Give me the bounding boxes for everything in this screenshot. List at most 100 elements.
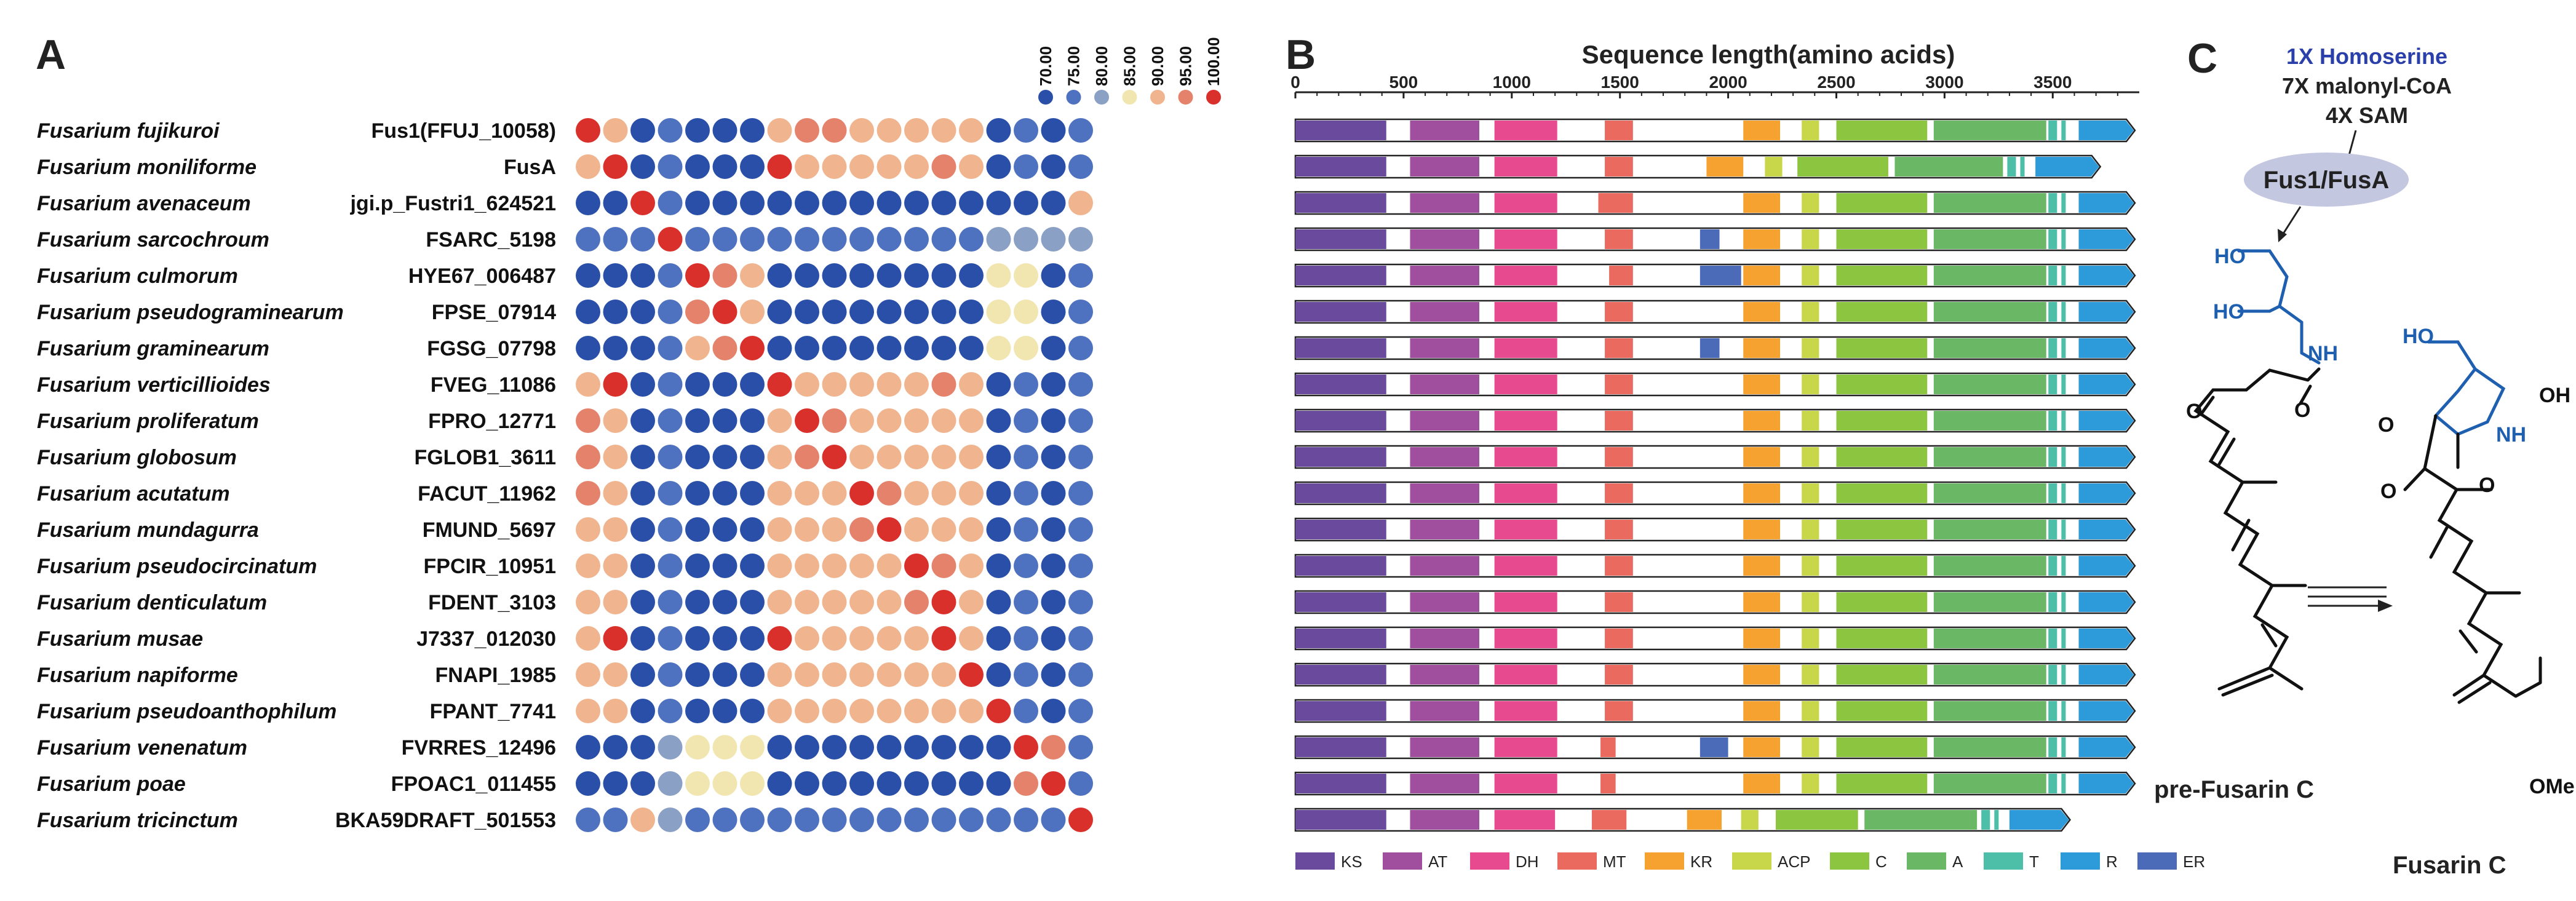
- identity-dot: [576, 372, 600, 397]
- domain-c: [1836, 592, 1928, 612]
- identity-dot: [1014, 808, 1038, 832]
- domain-acp: [1802, 737, 1819, 757]
- identity-dot: [822, 300, 847, 324]
- identity-dot: [1041, 735, 1066, 760]
- fusarin-chain: [2423, 414, 2542, 698]
- identity-dot: [877, 445, 902, 469]
- identity-dot: [931, 372, 956, 397]
- domain-kr: [1743, 375, 1781, 394]
- identity-dot: [740, 227, 765, 252]
- domain-t: [1994, 810, 1999, 830]
- identity-dot: [849, 699, 874, 723]
- identity-dot: [795, 662, 819, 687]
- identity-dot: [712, 626, 737, 651]
- identity-dot: [959, 227, 984, 252]
- identity-dot: [904, 408, 929, 433]
- domain-a: [1933, 629, 2046, 648]
- identity-dot: [849, 445, 874, 469]
- identity-dot: [740, 372, 765, 397]
- identity-dot: [931, 263, 956, 288]
- gene-id: FPANT_7741: [430, 700, 556, 723]
- tick-label: 0: [1290, 73, 1300, 92]
- domain-mt: [1605, 556, 1633, 576]
- domain-kr: [1687, 810, 1722, 830]
- tick-label: 500: [1389, 73, 1418, 92]
- identity-dot: [685, 263, 710, 288]
- domain-c: [1836, 701, 1928, 721]
- identity-dot: [740, 408, 765, 433]
- domain-mt: [1605, 411, 1633, 431]
- identity-dot: [576, 554, 600, 578]
- domain-t: [2061, 629, 2066, 648]
- domain-dh: [1494, 302, 1557, 322]
- identity-dot: [603, 154, 628, 179]
- identity-dot: [685, 372, 710, 397]
- identity-dot: [740, 481, 765, 506]
- identity-dot: [576, 408, 600, 433]
- domain-acp: [1802, 229, 1819, 249]
- domain-at: [1410, 411, 1480, 431]
- identity-dot: [904, 191, 929, 215]
- identity-dot: [795, 517, 819, 542]
- legend-swatch: [2137, 852, 2177, 870]
- domain-t: [2061, 229, 2066, 249]
- identity-dot: [603, 517, 628, 542]
- gene-id: FusA: [504, 156, 556, 179]
- panel-b-letter: B: [1286, 31, 1316, 78]
- domain-a: [1933, 121, 2046, 140]
- atom-o-amide: O: [2294, 399, 2310, 422]
- domain-c: [1836, 193, 1928, 213]
- identity-dot: [1068, 154, 1093, 179]
- identity-dot: [1041, 808, 1066, 832]
- identity-dot: [959, 554, 984, 578]
- domain-c: [1836, 229, 1928, 249]
- gene-id: FNAPI_1985: [435, 664, 556, 687]
- tick-label: 1000: [1493, 73, 1531, 92]
- identity-dot: [795, 590, 819, 614]
- identity-dot: [986, 626, 1011, 651]
- domain-c: [1836, 629, 1928, 648]
- domain-kr: [1743, 701, 1781, 721]
- identity-dot: [1014, 154, 1038, 179]
- identity-dot: [658, 626, 683, 651]
- tick-label: 3500: [2033, 73, 2072, 92]
- identity-dot: [795, 771, 819, 796]
- identity-dot: [1041, 554, 1066, 578]
- identity-dot: [630, 554, 655, 578]
- identity-dot: [576, 263, 600, 288]
- identity-dot: [931, 626, 956, 651]
- identity-dot: [1041, 626, 1066, 651]
- legend-label: KS: [1341, 852, 1362, 871]
- identity-dot: [630, 771, 655, 796]
- domain-r: [2078, 483, 2134, 503]
- identity-dot: [685, 227, 710, 252]
- identity-dot: [603, 263, 628, 288]
- domain-at: [1410, 556, 1480, 576]
- domain-t: [2048, 556, 2057, 576]
- gene-id: jgi.p_Fustri1_624521: [349, 192, 556, 215]
- atom-o-ketone-2: O: [2380, 480, 2396, 503]
- identity-dot: [904, 771, 929, 796]
- domain-t: [2061, 302, 2066, 322]
- identity-dot: [576, 517, 600, 542]
- domain-kr: [1743, 266, 1781, 285]
- gene-id: FSARC_5198: [426, 228, 556, 252]
- identity-dot: [685, 735, 710, 760]
- domain-a: [1933, 338, 2046, 358]
- identity-dot: [795, 263, 819, 288]
- identity-dot: [712, 662, 737, 687]
- substrate-homoserine: 1X Homoserine: [2286, 44, 2447, 69]
- identity-dot: [658, 590, 683, 614]
- identity-dot: [1014, 517, 1038, 542]
- identity-dot: [1014, 118, 1038, 143]
- fusarin-double-bonds: [2429, 526, 2492, 704]
- identity-dot: [658, 699, 683, 723]
- identity-dot: [685, 191, 710, 215]
- identity-dot: [1068, 590, 1093, 614]
- domain-a: [1933, 483, 2046, 503]
- identity-dot: [740, 808, 765, 832]
- identity-dot: [685, 699, 710, 723]
- tick-label: 1500: [1601, 73, 1639, 92]
- identity-dot: [712, 590, 737, 614]
